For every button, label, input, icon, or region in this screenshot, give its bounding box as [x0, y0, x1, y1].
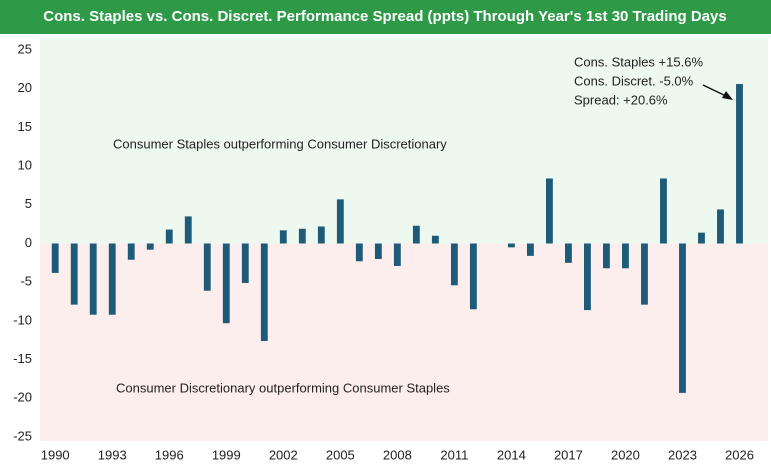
x-tick-label: 2005: [326, 447, 355, 462]
annotation-arrowhead: [722, 91, 733, 100]
bar: [641, 243, 648, 305]
bar: [564, 243, 572, 263]
bar: [127, 243, 135, 260]
bar: [184, 216, 192, 244]
x-tick-label: 2020: [611, 447, 640, 462]
bar: [317, 226, 325, 244]
x-tick-label: 2023: [668, 447, 697, 462]
bar: [679, 243, 686, 393]
bar: [717, 209, 724, 244]
bar: [622, 243, 629, 269]
bar: [469, 243, 477, 310]
region-label: Consumer Discretionary outperforming Con…: [116, 380, 450, 395]
bar: [279, 230, 287, 244]
y-tick-label: -5: [20, 274, 32, 289]
bar: [507, 243, 515, 248]
bar: [203, 243, 211, 291]
x-tick-label: 2026: [725, 447, 754, 462]
bar: [545, 178, 553, 244]
x-tick-label: 2002: [269, 447, 298, 462]
chart-title: Cons. Staples vs. Cons. Discret. Perform…: [43, 8, 727, 25]
bar: [298, 228, 306, 244]
title-banner: [0, 0, 771, 34]
bar: [450, 243, 458, 286]
bar: [336, 199, 344, 244]
x-tick-label: 2017: [554, 447, 583, 462]
y-tick-label: -20: [13, 390, 32, 405]
bar: [584, 243, 591, 311]
y-tick-label: -25: [13, 428, 32, 443]
y-tick-label: 15: [18, 119, 32, 134]
bar: [51, 243, 59, 273]
region-label: Consumer Staples outperforming Consumer …: [113, 136, 447, 151]
bar: [70, 243, 78, 305]
x-tick-label: 2011: [440, 447, 468, 462]
y-tick-label: -15: [13, 351, 32, 366]
x-tick-label: 1993: [98, 447, 127, 462]
bar: [355, 243, 363, 262]
annotation: Cons. Staples +15.6%: [574, 54, 703, 69]
x-tick-label: 1990: [41, 447, 70, 462]
bar: [374, 243, 382, 259]
bar: [698, 232, 705, 244]
bar: [526, 243, 534, 256]
bar: [412, 225, 420, 244]
y-tick-label: 20: [18, 80, 32, 95]
bar: [241, 243, 249, 283]
bar: [89, 243, 97, 315]
bar: [108, 243, 116, 315]
y-tick-label: 25: [18, 41, 32, 56]
positive-region: [40, 38, 768, 244]
bar: [393, 243, 401, 266]
y-tick-label: 10: [18, 158, 32, 173]
y-tick-label: -10: [13, 312, 32, 327]
bar: [431, 235, 439, 244]
y-tick-label: 5: [25, 196, 32, 211]
bar: [603, 243, 610, 269]
bar: [736, 84, 743, 244]
annotation: Cons. Discret. -5.0%: [574, 73, 694, 88]
bar: [146, 243, 154, 250]
bar: [222, 243, 230, 324]
x-tick-label: 2014: [497, 447, 526, 462]
annotation: Spread: +20.6%: [574, 92, 668, 107]
y-tick-label: 0: [25, 235, 32, 250]
bar: [660, 178, 667, 244]
x-tick-label: 2008: [383, 447, 412, 462]
bar: [260, 243, 268, 342]
negative-region: [40, 243, 768, 441]
bar: [165, 229, 173, 244]
x-tick-label: 1999: [212, 447, 241, 462]
x-tick-label: 1996: [155, 447, 184, 462]
